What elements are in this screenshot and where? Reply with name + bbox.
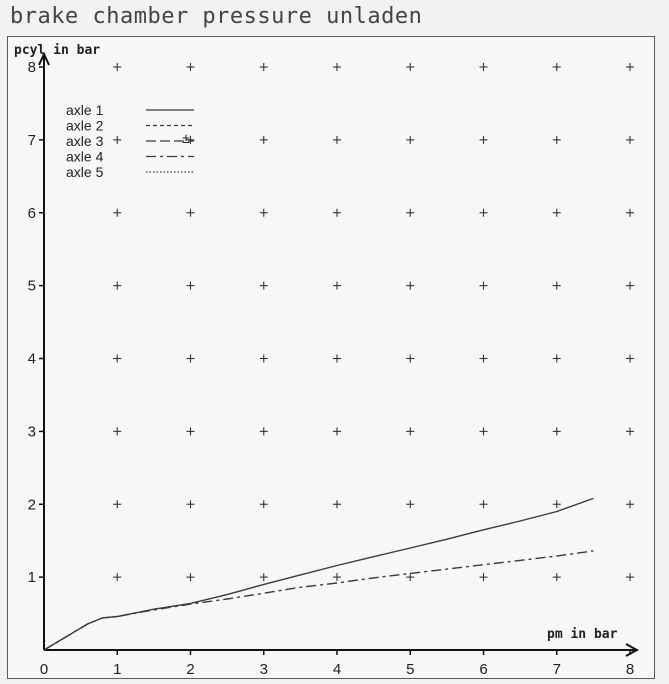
x-tick-label: 2: [186, 661, 194, 678]
grid-cross: [626, 208, 634, 217]
grid-cross: [259, 354, 268, 363]
grid-cross: [552, 63, 561, 71]
tick-labels: 0 1 2 3 4 5 6 7 8 1 2 3 4 5 6 7 8: [28, 59, 635, 678]
y-axis-label: pcyl in bar: [14, 43, 100, 58]
grid-cross: [406, 573, 415, 582]
grid-cross: [259, 281, 268, 290]
grid-cross: [333, 500, 341, 509]
grid-cross: [333, 63, 341, 71]
grid-cross: [333, 573, 341, 582]
grid-cross: [333, 281, 341, 290]
grid-cross: [626, 354, 634, 363]
grid-cross: [406, 208, 415, 217]
y-tick-label: 1: [28, 569, 36, 586]
chart-title: brake chamber pressure unladen: [10, 4, 423, 29]
grid-cross: [333, 208, 341, 217]
y-tick-label: 7: [28, 132, 36, 149]
grid-cross: [113, 573, 122, 582]
y-tick-label: 4: [28, 351, 36, 368]
plot-frame: [7, 36, 655, 679]
series-lines: [43, 497, 594, 651]
grid-cross: [479, 208, 488, 217]
grid-crosses: [113, 63, 634, 582]
grid-cross: [626, 427, 634, 436]
grid-cross: [552, 427, 561, 436]
y-axis-arrow: [38, 51, 50, 66]
grid-cross: [406, 63, 415, 71]
grid-cross: [259, 427, 268, 436]
y-tick-label: 8: [28, 59, 36, 76]
grid-cross: [479, 135, 488, 144]
x-axis-label: pm in bar: [547, 627, 618, 642]
grid-cross: [479, 573, 488, 582]
y-tick-label: 2: [28, 496, 36, 513]
grid-cross: [552, 354, 561, 363]
grid-cross: [113, 135, 122, 144]
grid-cross: [406, 281, 415, 290]
y-tick-label: 3: [28, 423, 36, 440]
grid-cross: [552, 208, 561, 217]
grid-cross: [186, 135, 195, 144]
grid-cross: [479, 427, 488, 436]
grid-cross: [406, 354, 415, 363]
grid-cross: [259, 135, 268, 144]
grid-cross: [186, 427, 195, 436]
grid-cross: [552, 573, 561, 582]
legend-label-1: axle 1: [66, 102, 104, 118]
grid-cross: [186, 208, 195, 217]
grid-cross: [406, 135, 415, 144]
grid-cross: [552, 281, 561, 290]
grid-cross: [406, 427, 415, 436]
grid-cross: [113, 354, 122, 363]
grid-cross: [552, 500, 561, 509]
grid-cross: [626, 135, 634, 144]
grid-cross: [186, 281, 195, 290]
x-tick-label: 0: [40, 661, 48, 678]
grid-cross: [479, 500, 488, 509]
x-tick-label: 6: [479, 661, 487, 678]
grid-cross: [113, 63, 122, 71]
grid-cross: [626, 63, 634, 71]
grid-cross: [479, 281, 488, 290]
legend-label-5: axle 5: [66, 164, 104, 180]
x-tick-label: 8: [626, 661, 634, 678]
legend-label-3: axle 3: [66, 133, 104, 149]
grid-cross: [479, 354, 488, 363]
x-tick-label: 5: [406, 661, 414, 678]
grid-cross: [259, 500, 268, 509]
legend-extra-mark: ±: [182, 130, 190, 146]
grid-cross: [113, 281, 122, 290]
x-tick-label: 7: [553, 661, 561, 678]
grid-cross: [479, 63, 488, 71]
grid-cross: [333, 427, 341, 436]
grid-cross: [113, 427, 122, 436]
grid-cross: [626, 500, 634, 509]
grid-cross: [333, 354, 341, 363]
x-tick-label: 4: [333, 661, 341, 678]
grid-cross: [113, 500, 122, 509]
grid-cross: [186, 354, 195, 363]
grid-cross: [113, 208, 122, 217]
grid-cross: [259, 208, 268, 217]
x-tick-label: 1: [113, 661, 121, 678]
grid-cross: [406, 500, 415, 509]
series-line-4: [43, 550, 594, 651]
x-tick-label: 3: [260, 661, 268, 678]
grid-cross: [259, 63, 268, 71]
legend-label-4: axle 4: [66, 149, 104, 165]
y-tick-label: 5: [28, 278, 36, 295]
grid-cross: [186, 63, 195, 71]
legend-label-2: axle 2: [66, 118, 104, 134]
y-tick-label: 6: [28, 205, 36, 222]
grid-cross: [186, 500, 195, 509]
grid-cross: [626, 281, 634, 290]
grid-cross: [186, 573, 195, 582]
grid-cross: [552, 135, 561, 144]
grid-cross: [626, 573, 634, 582]
grid-cross: [333, 135, 341, 144]
series-line-1: [43, 497, 594, 651]
grid-cross: [259, 573, 268, 582]
